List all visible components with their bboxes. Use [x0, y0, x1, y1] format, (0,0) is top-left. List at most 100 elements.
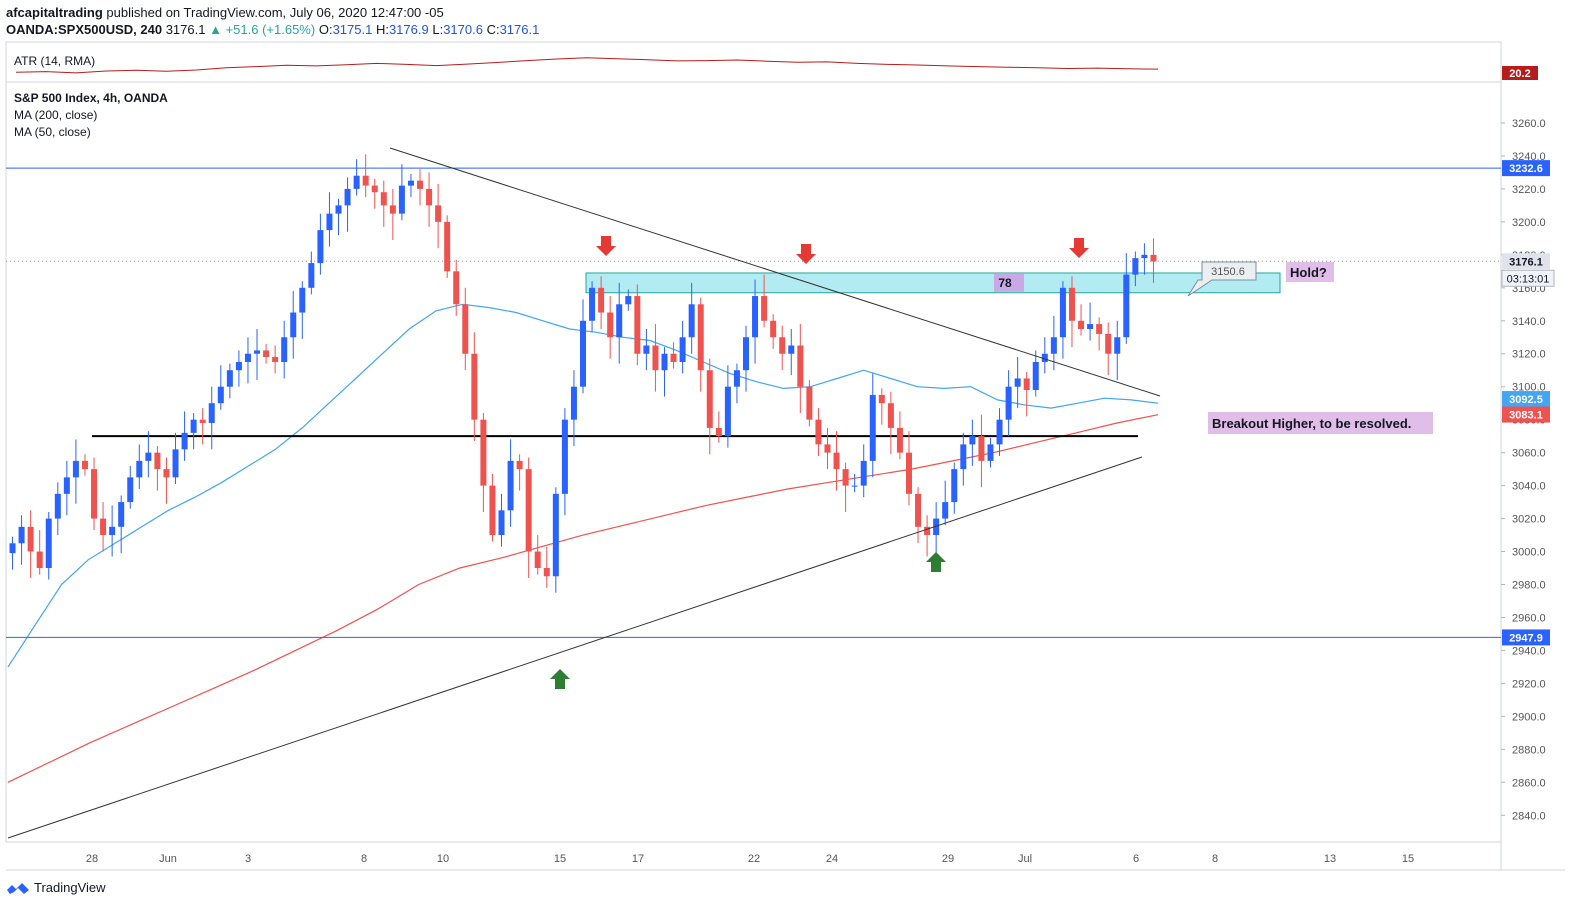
countdown-badge [1501, 269, 1555, 287]
candle-body [706, 370, 713, 428]
candle-body [335, 205, 342, 214]
y-tick-label: 3000.0 [1512, 547, 1546, 559]
candle-body [417, 180, 424, 189]
last-price: 3176.1 [165, 22, 206, 37]
zone-count-badge [994, 273, 1024, 292]
candle-body [362, 175, 369, 186]
y-tick-label: 3040.0 [1512, 481, 1546, 493]
candle-body [652, 345, 659, 371]
time-axis[interactable]: 28 Jun 3 8 10 15 17 22 24 29 Jul 6 8 13 15 [86, 853, 1414, 865]
candle-body [987, 444, 994, 461]
arrows-group[interactable] [550, 236, 1089, 689]
atr-line [15, 57, 1159, 74]
candle-body [353, 175, 360, 189]
published-text: published on TradingView.com, July 06, 2… [106, 5, 444, 20]
y-tick-label: 2840.0 [1512, 810, 1546, 822]
candle-body [1014, 378, 1021, 387]
symbol-line: OANDA:SPX500USD, 240 3176.1 ▲ +51.6 (+1.… [6, 22, 539, 37]
candle-body [308, 263, 315, 288]
tradingview-footer[interactable]: TradingView [6, 880, 106, 895]
candle-body [380, 192, 387, 206]
candle-body [281, 337, 288, 362]
annotations-group[interactable]: 3150.6 Hold? Breakout Higher, to be resolv… [1187, 261, 1433, 434]
y-tick-label: 3140.0 [1512, 316, 1546, 328]
y-tick-label: 2980.0 [1512, 580, 1546, 592]
atr-legend[interactable]: ATR (14, RMA) [14, 53, 95, 70]
y-tick-label: 3120.0 [1512, 349, 1546, 361]
candle-body [1087, 324, 1094, 330]
price-label-value: 3176.1 [1509, 256, 1543, 268]
x-tick-label: 3 [245, 853, 251, 865]
chart-title: S&P 500 Index, 4h, OANDA [14, 91, 168, 105]
candle-body [797, 345, 804, 387]
tradingview-logo-icon [7, 882, 29, 894]
candle-body [498, 510, 505, 536]
candle-body [1068, 287, 1075, 321]
candle-body [752, 296, 759, 338]
candle-body [589, 287, 596, 321]
x-tick-label: 8 [361, 853, 367, 865]
y-tick-label: 2940.0 [1512, 645, 1546, 657]
candle-body [1132, 258, 1139, 275]
main-pane [5, 81, 1502, 843]
candle-body [733, 370, 740, 387]
candle-body [869, 394, 876, 461]
price-label-badge [1502, 391, 1550, 408]
candle-body [371, 185, 378, 193]
candle-body [1005, 386, 1012, 420]
candle-body [715, 427, 722, 437]
countdown-label: 03:13:01 [1507, 273, 1550, 285]
x-tick-label: 28 [86, 853, 98, 865]
ma50-legend[interactable]: MA (50, close) [14, 125, 91, 139]
trendlines-group[interactable] [7, 147, 1161, 839]
x-tick-label: 29 [942, 853, 954, 865]
candle-body [978, 436, 985, 461]
x-tick-label: 15 [554, 853, 566, 865]
publisher-name[interactable]: afcapitaltrading [6, 5, 103, 20]
price-callout [1187, 261, 1257, 297]
candle-body [100, 518, 107, 536]
high-value: 3176.9 [388, 22, 429, 37]
level-label: 2947.9 [1509, 632, 1543, 644]
hold-note [1286, 262, 1334, 282]
candle-body [118, 502, 125, 527]
y-tick-label: 3020.0 [1512, 514, 1546, 526]
candle-body [697, 304, 704, 371]
y-tick-label: 3240.0 [1512, 151, 1546, 163]
candle-body [36, 551, 43, 569]
symbol-name[interactable]: OANDA:SPX500USD, 240 [6, 22, 163, 37]
footer-brand: TradingView [34, 880, 106, 895]
low-label: L: [432, 22, 444, 37]
candle-body [1023, 378, 1030, 390]
candle-body [770, 320, 777, 338]
chart-legend[interactable]: S&P 500 Index, 4h, OANDA MA (200, close)… [14, 90, 168, 141]
candle-body [18, 526, 25, 544]
candle-body [72, 460, 79, 478]
candle-body [145, 452, 152, 461]
candle-body [1050, 337, 1057, 354]
candle-body [290, 312, 297, 338]
price-label-value: 3083.1 [1509, 410, 1543, 422]
x-tick-label: 13 [1324, 853, 1336, 865]
ma200-legend[interactable]: MA (200, close) [14, 108, 98, 122]
low-value: 3170.6 [443, 22, 483, 37]
price-callout-value: 3150.6 [1211, 266, 1245, 278]
candle-body [924, 526, 931, 536]
y-tick-label: 2900.0 [1512, 711, 1546, 723]
x-tick-label: 17 [632, 853, 644, 865]
candle-body [480, 419, 487, 486]
candle-body [724, 386, 731, 437]
candle-body [878, 394, 885, 404]
resistance-zone-group[interactable]: 78 [585, 272, 1281, 294]
candle-body [634, 296, 641, 354]
candle-body [525, 469, 532, 552]
price-axis[interactable]: 2840.0 2860.0 2880.0 2900.0 2920.0 2940.0 2960… [1501, 118, 1555, 822]
candle-body [1032, 361, 1039, 390]
x-tick-label: 15 [1402, 853, 1414, 865]
x-tick-label: 8 [1212, 853, 1218, 865]
candle-body [905, 452, 912, 494]
candle-body [1078, 320, 1085, 330]
candle-body [570, 386, 577, 420]
resistance-zone [585, 272, 1281, 294]
